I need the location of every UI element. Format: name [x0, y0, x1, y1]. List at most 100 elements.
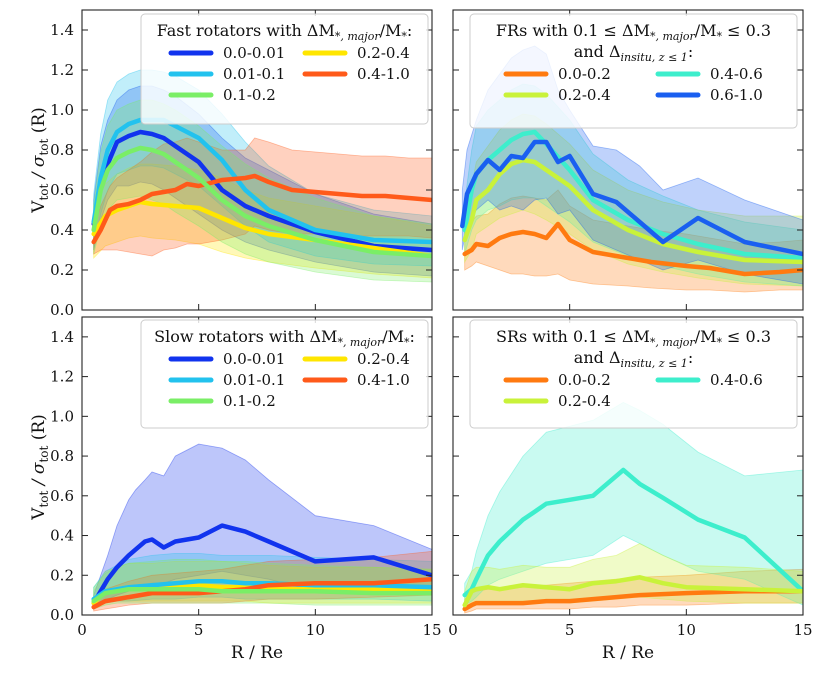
- legend-title-part: :: [407, 21, 412, 40]
- series-line-0.4-0.6: [462, 467, 803, 598]
- legend-title-part: /M: [695, 327, 717, 346]
- legend-title-part: insitu, z ≤ 1: [621, 51, 688, 64]
- legend-label-0.2-0.4: 0.2-0.4: [558, 392, 611, 410]
- legend-title-part: FRs with 0.1 ≤ ΔM: [496, 21, 650, 40]
- y-tick-label: 0.2: [50, 261, 74, 279]
- series-line-0.1-0.2: [91, 145, 432, 259]
- axes-frame: [452, 9, 804, 311]
- legend-label-0.2-0.4: 0.2-0.4: [357, 44, 410, 62]
- legend: Slow rotators with ΔM*, major/M*:0.0-0.0…: [140, 319, 429, 429]
- y-label-mid: / σ: [29, 462, 49, 491]
- legend-label-0.1-0.2: 0.1-0.2: [223, 392, 276, 410]
- y-tick-label: 1.2: [50, 61, 74, 79]
- x-tick-label: 10: [306, 621, 325, 639]
- scatter-band-0.2-0.4: [93, 163, 432, 279]
- legend-label-0.4-0.6: 0.4-0.6: [710, 65, 763, 83]
- series-line-0.0-0.01: [91, 129, 432, 253]
- y-axis-label-bottom: Vtot / σtot (R): [29, 414, 51, 521]
- panel-slow-rotators-mass-ratio: 0.0 0.2 0.4 0.6 0.8 1.0 1.2 1.4 0 5 10 15 Slow rotat…: [50, 316, 442, 639]
- legend-title-part: Slow rotators with ΔM: [154, 327, 337, 346]
- y-tick-label: 0.8: [50, 141, 74, 159]
- y-tick-label: 0.0: [50, 606, 74, 624]
- legend-title-part: insitu, z ≤ 1: [621, 357, 688, 370]
- legend-title-part: *: [401, 30, 407, 43]
- legend-title-part: *, major: [337, 336, 383, 349]
- axes-frame: [452, 316, 804, 616]
- y-tick-label: 1.0: [50, 407, 74, 425]
- legend-label-0.4-1.0: 0.4-1.0: [357, 371, 410, 389]
- legend-label-0.0-0.2: 0.0-0.2: [558, 65, 611, 83]
- legend-box: [469, 13, 798, 129]
- series-line-0.4-1.0: [91, 173, 432, 245]
- plot-area: [91, 69, 432, 283]
- legend-title-part: *, major: [335, 30, 381, 43]
- legend-title: SRs with 0.1 ≤ ΔM*, major/M* ≤ 0.3: [496, 327, 771, 349]
- y-label-mid: / σ: [29, 155, 49, 184]
- y-label-sub2: tot: [37, 138, 51, 155]
- legend-title-part: :: [410, 327, 415, 346]
- y-label-sub1: tot: [37, 183, 51, 200]
- y-tick-label: 0.2: [50, 566, 74, 584]
- series-line-0.0-0.01: [91, 523, 432, 606]
- x-tick-label: 10: [677, 621, 696, 639]
- y-tick-label: 0.0: [50, 301, 74, 319]
- x-tick-label: 0: [77, 621, 87, 639]
- legend-title: FRs with 0.1 ≤ ΔM*, major/M* ≤ 0.3: [496, 21, 771, 43]
- legend-box: [469, 319, 798, 429]
- legend-title-part: *: [404, 336, 410, 349]
- scatter-band-0.0-0.2: [464, 189, 803, 293]
- legend-title: Fast rotators with ΔM*, major/M*:: [157, 21, 413, 43]
- y-label-main: V: [29, 507, 49, 521]
- legend-label-0.0-0.2: 0.0-0.2: [558, 371, 611, 389]
- legend-title: and Δinsitu, z ≤ 1:: [574, 348, 693, 370]
- legend-title-part: SRs with 0.1 ≤ ΔM: [496, 327, 650, 346]
- y-tick-label: 0.6: [50, 181, 74, 199]
- series-line-0.4-1.0: [91, 576, 432, 610]
- y-label-main: V: [29, 200, 49, 214]
- x-axis-label-left: R / Re: [231, 643, 283, 663]
- legend-title-part: /M: [695, 21, 717, 40]
- legend-title-part: ≤ 0.3: [722, 21, 771, 40]
- series-line-0.0-0.2: [462, 588, 803, 612]
- y-tick-label: 0.4: [50, 527, 74, 545]
- panel-fast-rotators-mass-ratio: 0.0 0.2 0.4 0.6 0.8 1.0 1.2 1.4 Fast rotators wi…: [50, 9, 433, 319]
- legend-label-0.4-1.0: 0.4-1.0: [357, 65, 410, 83]
- legend-title-part: and Δ: [574, 42, 621, 61]
- legend-title-part: :: [688, 42, 693, 61]
- y-label-sub1: tot: [37, 490, 51, 507]
- legend-label-0.1-0.2: 0.1-0.2: [223, 86, 276, 104]
- legend-title-part: /M: [380, 21, 402, 40]
- legend-label-0.01-0.1: 0.01-0.1: [223, 371, 285, 389]
- axes-frame: [81, 9, 433, 311]
- legend-label-0.2-0.4: 0.2-0.4: [357, 350, 410, 368]
- legend-title-part: and Δ: [574, 348, 621, 367]
- legend-title: Slow rotators with ΔM*, major/M*:: [154, 327, 415, 349]
- series-line-0.0-0.2: [462, 221, 803, 277]
- x-tick-label: 15: [793, 621, 812, 639]
- legend-label-0.2-0.4: 0.2-0.4: [558, 86, 611, 104]
- x-tick-label: 0: [448, 621, 458, 639]
- legend-label-0.0-0.01: 0.0-0.01: [223, 44, 285, 62]
- panel-slow-rotators-insitu: 0 5 10 15 SRs with 0.1 ≤ ΔM*, major/M* ≤ 0.3…: [448, 316, 813, 639]
- scatter-band-0.4-0.6: [464, 401, 803, 606]
- series-line-0.2-0.4: [462, 575, 803, 608]
- axes-frame: [81, 316, 433, 616]
- y-tick-label: 1.2: [50, 368, 74, 386]
- legend-title-part: ≤ 0.3: [722, 327, 771, 346]
- y-tick-label: 0.4: [50, 221, 74, 239]
- y-label-tail: (R): [29, 107, 49, 138]
- legend-label-0.6-1.0: 0.6-1.0: [710, 86, 763, 104]
- legend-title-part: *: [717, 30, 723, 43]
- x-tick-label: 5: [194, 621, 204, 639]
- y-axis-label-top: Vtot / σtot (R): [29, 107, 51, 214]
- legend-title-part: *, major: [650, 30, 696, 43]
- series-line-0.2-0.4: [462, 157, 803, 265]
- y-tick-label: 1.4: [50, 328, 74, 346]
- legend: Fast rotators with ΔM*, major/M*:0.0-0.0…: [140, 13, 429, 125]
- y-tick-label: 0.8: [50, 447, 74, 465]
- legend-label-0.01-0.1: 0.01-0.1: [223, 65, 285, 83]
